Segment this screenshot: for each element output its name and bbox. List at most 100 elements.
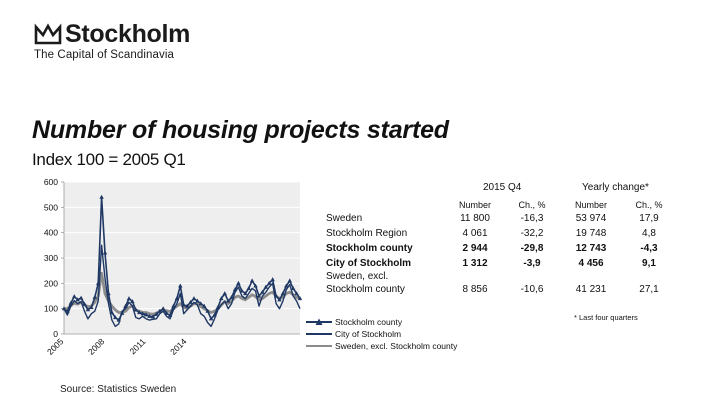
line-marker-icon — [306, 345, 332, 347]
data-point — [65, 309, 70, 314]
brand-tagline: The Capital of Scandinavia — [34, 49, 175, 61]
table-cell: 9,1 — [642, 258, 656, 269]
data-point — [119, 310, 125, 315]
change-header: Yearly change* — [582, 182, 649, 193]
y-tick-label: 500 — [44, 202, 58, 212]
data-point — [256, 293, 262, 298]
data-point — [202, 303, 207, 308]
data-point — [133, 307, 139, 312]
table-cell: 2 944 — [462, 243, 488, 254]
data-point — [68, 300, 74, 305]
data-point — [164, 310, 169, 315]
table-cell: -4,3 — [640, 243, 658, 254]
data-point — [85, 307, 91, 312]
data-point — [249, 278, 255, 283]
data-point — [116, 317, 121, 322]
legend-item-city-of-stockholm: City of Stockholm — [306, 328, 457, 340]
data-point — [61, 306, 67, 311]
col-header: Number — [574, 200, 607, 210]
data-point — [246, 286, 251, 290]
table-cell: 19 748 — [575, 228, 607, 239]
data-point — [191, 296, 197, 301]
line-marker-icon — [306, 333, 332, 335]
stockholm-logo: Stockholm The Capital of Scandinavia — [34, 20, 190, 61]
data-point — [147, 313, 152, 318]
y-tick-label: 600 — [44, 177, 58, 187]
series-line-0 — [63, 196, 301, 321]
data-point — [96, 280, 101, 285]
table-cell: 1 312 — [462, 258, 488, 269]
data-point — [198, 301, 204, 306]
page-title: Number of housing projects started — [32, 116, 449, 144]
data-point — [78, 295, 84, 300]
data-point — [260, 289, 265, 294]
line-chart: 0 100 200 300 400 500 600 2005 2008 2011 2014 — [44, 177, 303, 357]
row-label: City of Stockholm — [326, 258, 412, 269]
data-point — [89, 305, 94, 309]
data-point — [188, 299, 193, 304]
data-point — [82, 301, 87, 306]
table-cell: 4,8 — [642, 228, 656, 239]
series-line-1 — [63, 244, 301, 328]
y-tick-label: 200 — [44, 278, 58, 288]
legend-item-sweden-excl: Sweden, excl. Stockholm county — [306, 340, 457, 352]
data-point — [140, 311, 145, 316]
data-point — [113, 315, 118, 320]
page-subtitle: Index 100 = 2005 Q1 — [32, 150, 186, 169]
data-point — [195, 298, 200, 303]
row-label: Stockholm county — [326, 243, 413, 254]
data-point — [284, 283, 289, 288]
data-point — [208, 316, 214, 321]
data-point — [263, 284, 268, 289]
triangle-line-marker-icon — [306, 318, 332, 325]
data-point — [236, 280, 241, 285]
data-point — [239, 288, 245, 293]
table-cell: -10,6 — [520, 284, 544, 295]
data-point — [219, 296, 224, 301]
data-point — [229, 294, 234, 299]
row-label: Sweden — [326, 213, 363, 224]
brand-name: Stockholm — [65, 20, 191, 48]
col-header: Ch., % — [635, 200, 663, 210]
data-point — [178, 283, 183, 288]
data-point — [157, 308, 162, 313]
col-header: Ch., % — [518, 200, 546, 210]
table-cell: 4 061 — [462, 228, 488, 239]
row-label: Stockholm Region — [326, 228, 408, 239]
table-cell: 12 743 — [575, 243, 607, 254]
x-tick-label: 2011 — [128, 336, 148, 356]
data-point — [99, 194, 104, 199]
data-point — [222, 291, 227, 296]
data-point — [181, 302, 186, 307]
col-header: Number — [458, 200, 491, 210]
x-tick-label: 2005 — [45, 336, 66, 357]
table-cell: 17,9 — [639, 213, 659, 224]
y-tick-label: 100 — [44, 304, 58, 314]
table-cell: 8 856 — [462, 284, 488, 295]
data-point — [167, 313, 173, 318]
table-cell: -29,8 — [520, 243, 544, 254]
data-point — [277, 297, 282, 302]
data-point — [212, 312, 217, 317]
data-point — [72, 294, 77, 299]
x-tick-label: 2008 — [86, 336, 107, 357]
data-point — [150, 314, 156, 319]
table-cell: -32,2 — [520, 228, 544, 239]
data-point — [243, 291, 248, 296]
table-cell: 4 456 — [578, 258, 604, 269]
data-point — [171, 303, 176, 308]
data-point — [287, 278, 292, 283]
table-cell: 27,1 — [639, 284, 659, 295]
data-point — [130, 299, 135, 304]
data-point — [143, 312, 149, 317]
table-cell: 53 974 — [575, 213, 607, 224]
row-label: Sweden, excl. — [326, 271, 389, 282]
data-point — [75, 297, 80, 302]
table-cell: 11 800 — [460, 213, 490, 224]
data-point — [160, 306, 166, 311]
data-point — [253, 283, 258, 288]
data-point — [126, 296, 132, 301]
data-point — [109, 310, 115, 315]
data-point — [215, 305, 221, 309]
data-point — [123, 303, 128, 308]
